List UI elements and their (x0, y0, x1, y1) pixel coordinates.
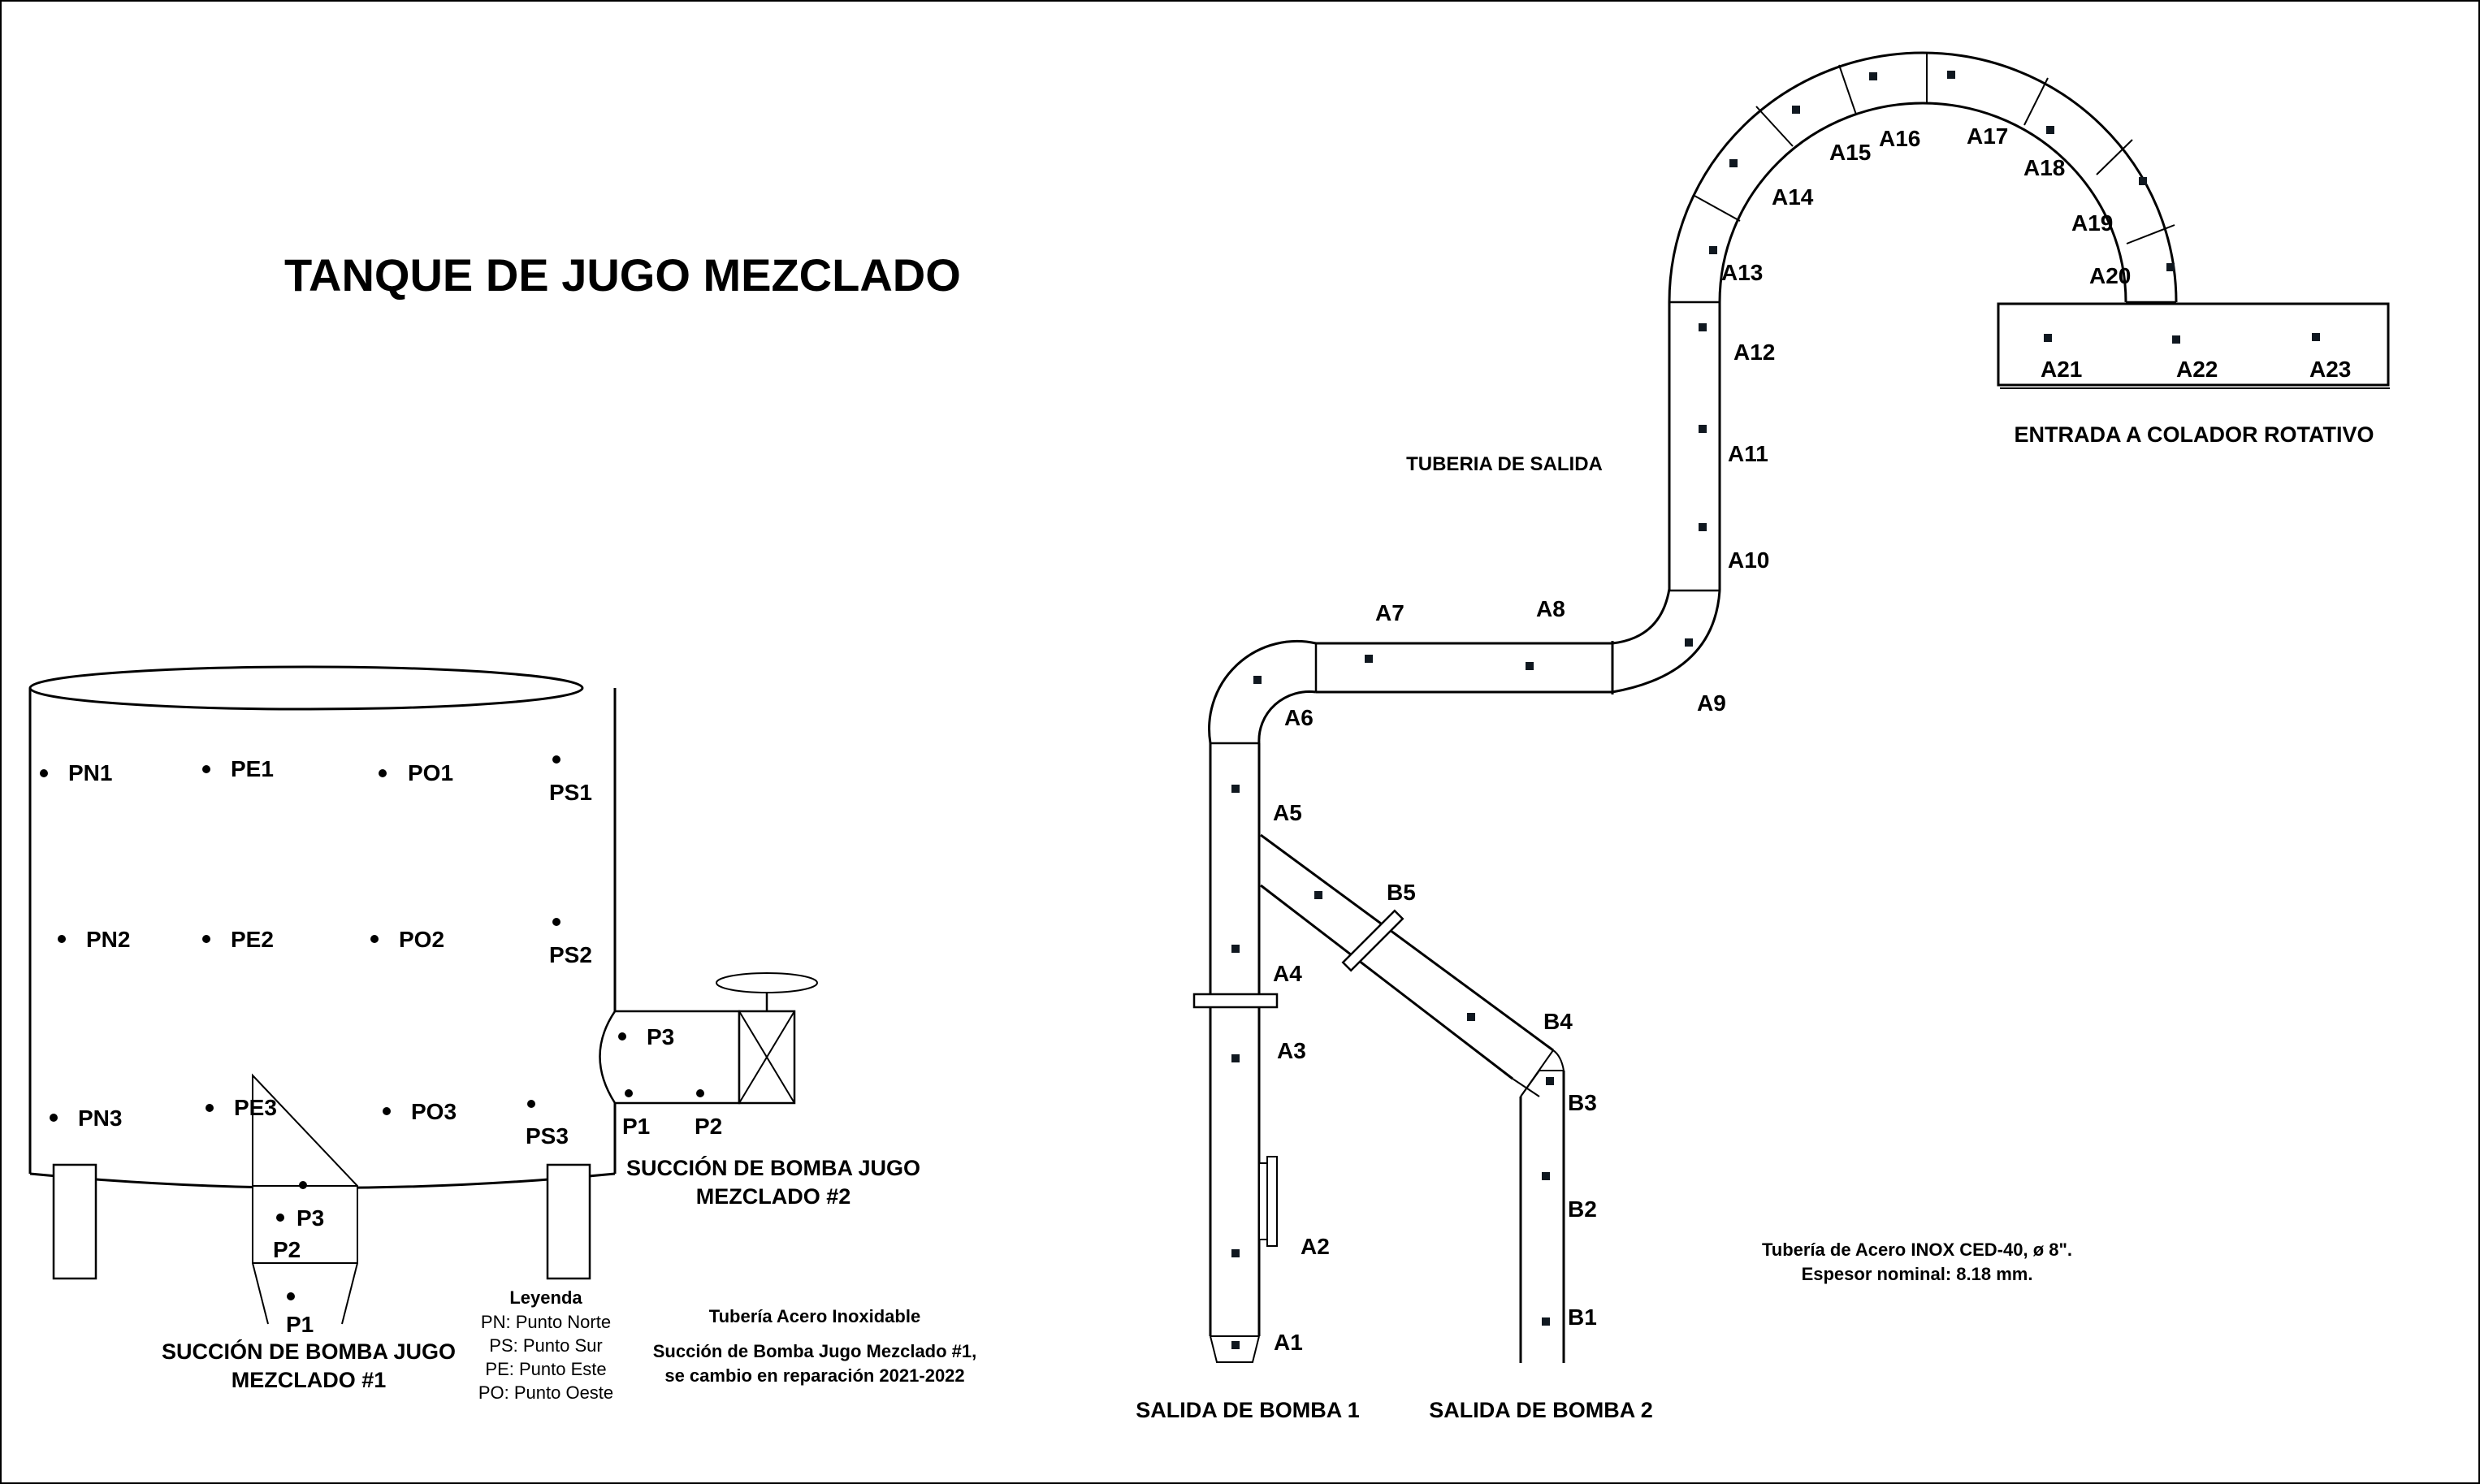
legend-title: Leyenda (509, 1287, 582, 1308)
point-label: PN3 (78, 1105, 122, 1131)
pump2-caption-line1: SUCCIÓN DE BOMBA JUGO (626, 1155, 920, 1180)
point-label: PN1 (68, 760, 112, 785)
point-label: A6 (1284, 705, 1314, 730)
legend-item: PE: Punto Este (485, 1359, 606, 1379)
point-label: B4 (1543, 1009, 1573, 1034)
legend-item: PN: Punto Norte (481, 1312, 611, 1332)
point-label: A11 (1728, 441, 1768, 466)
point-label: P3 (647, 1024, 674, 1049)
point-label: A21 (2041, 357, 2082, 382)
point-label: PN2 (86, 927, 130, 952)
point-label: A2 (1301, 1234, 1330, 1259)
spec-note-line2: Espesor nominal: 8.18 mm. (1802, 1264, 2033, 1284)
page-title: TANQUE DE JUGO MEZCLADO (284, 249, 961, 301)
point-label: A12 (1733, 340, 1775, 365)
mixed-juice-tank (28, 665, 818, 1325)
pump1-exit-caption: SALIDA DE BOMBA 1 (1136, 1398, 1360, 1422)
point-label: A14 (1772, 184, 1814, 210)
point-label: A17 (1967, 123, 2008, 149)
legend-item: PS: Punto Sur (489, 1335, 602, 1356)
valve-handwheel (716, 972, 818, 993)
point-label: B1 (1568, 1304, 1597, 1330)
rotary-strainer-inlet-title: ENTRADA A COLADOR ROTATIVO (2015, 422, 2374, 447)
change-note-line1: Succión de Bomba Jugo Mezclado #1, (653, 1341, 977, 1361)
point-label: B5 (1387, 880, 1416, 905)
point-label: A7 (1375, 600, 1404, 625)
rotary-strainer-inlet (1997, 302, 2390, 387)
pump2-caption-line2: MEZCLADO #2 (696, 1184, 851, 1209)
point-label: A5 (1273, 800, 1302, 825)
point-label: A3 (1277, 1038, 1306, 1063)
measurement-markers (1231, 71, 2320, 1349)
tank-leg-left (52, 1163, 97, 1280)
point-label: PS3 (526, 1123, 569, 1149)
point-label: A10 (1728, 547, 1769, 573)
point-label: A20 (2089, 263, 2131, 288)
point-label: P2 (695, 1114, 722, 1139)
point-label: PS1 (549, 780, 592, 805)
point-label: A15 (1829, 140, 1871, 165)
point-label: A18 (2023, 155, 2065, 180)
point-label: A22 (2176, 357, 2218, 382)
point-label: PE1 (231, 756, 274, 781)
point-label: A16 (1879, 126, 1920, 151)
material-note: Tubería Acero Inoxidable (709, 1306, 920, 1326)
point-label: A8 (1536, 596, 1565, 621)
point-label: A23 (2309, 357, 2351, 382)
point-label: PS2 (549, 942, 592, 967)
change-note-line2: se cambio en reparación 2021-2022 (664, 1365, 964, 1386)
pump1-caption-line2: MEZCLADO #1 (232, 1368, 387, 1392)
outlet-piping-title: TUBERIA DE SALIDA (1406, 453, 1603, 475)
pump2-suction-nozzle (599, 1010, 741, 1105)
point-label: B3 (1568, 1090, 1597, 1115)
b-point-labels: B1 B2 B3 B4 B5 (1387, 880, 1597, 1330)
point-label: P3 (296, 1205, 324, 1231)
a-point-labels: A1 A2 A3 A4 A5 A6 A7 A8 A9 A10 A11 A12 A… (1273, 123, 2351, 1355)
point-label: P2 (273, 1237, 301, 1262)
point-label: PE2 (231, 927, 274, 952)
point-label: B2 (1568, 1196, 1597, 1222)
legend-item: PO: Punto Oeste (478, 1382, 613, 1403)
tank-measurement-points: PN1 PE1 PO1 PS1 PN2 PE2 PO2 PS2 PN3 PE3 … (40, 755, 722, 1337)
pump1-caption-line1: SUCCIÓN DE BOMBA JUGO (162, 1339, 456, 1364)
point-label: P1 (622, 1114, 650, 1139)
tank-leg-right (546, 1163, 591, 1280)
point-label: P1 (286, 1312, 314, 1337)
point-label: PE3 (234, 1095, 277, 1120)
point-label: PO2 (399, 927, 444, 952)
outlet-piping (1192, 51, 2390, 1363)
point-label: A1 (1274, 1330, 1303, 1355)
pump2-exit-caption: SALIDA DE BOMBA 2 (1429, 1398, 1653, 1422)
flange (1192, 993, 1279, 1009)
point-label: A9 (1697, 690, 1726, 716)
point-label: PO3 (411, 1099, 457, 1124)
point-label: PO1 (408, 760, 453, 785)
point-label: A19 (2071, 210, 2113, 236)
point-label: A4 (1273, 961, 1302, 986)
legend: Leyenda PN: Punto Norte PS: Punto Sur PE… (478, 1287, 613, 1403)
point-label: A13 (1721, 260, 1763, 285)
spec-note-line1: Tubería de Acero INOX CED-40, ø 8". (1762, 1240, 2072, 1260)
